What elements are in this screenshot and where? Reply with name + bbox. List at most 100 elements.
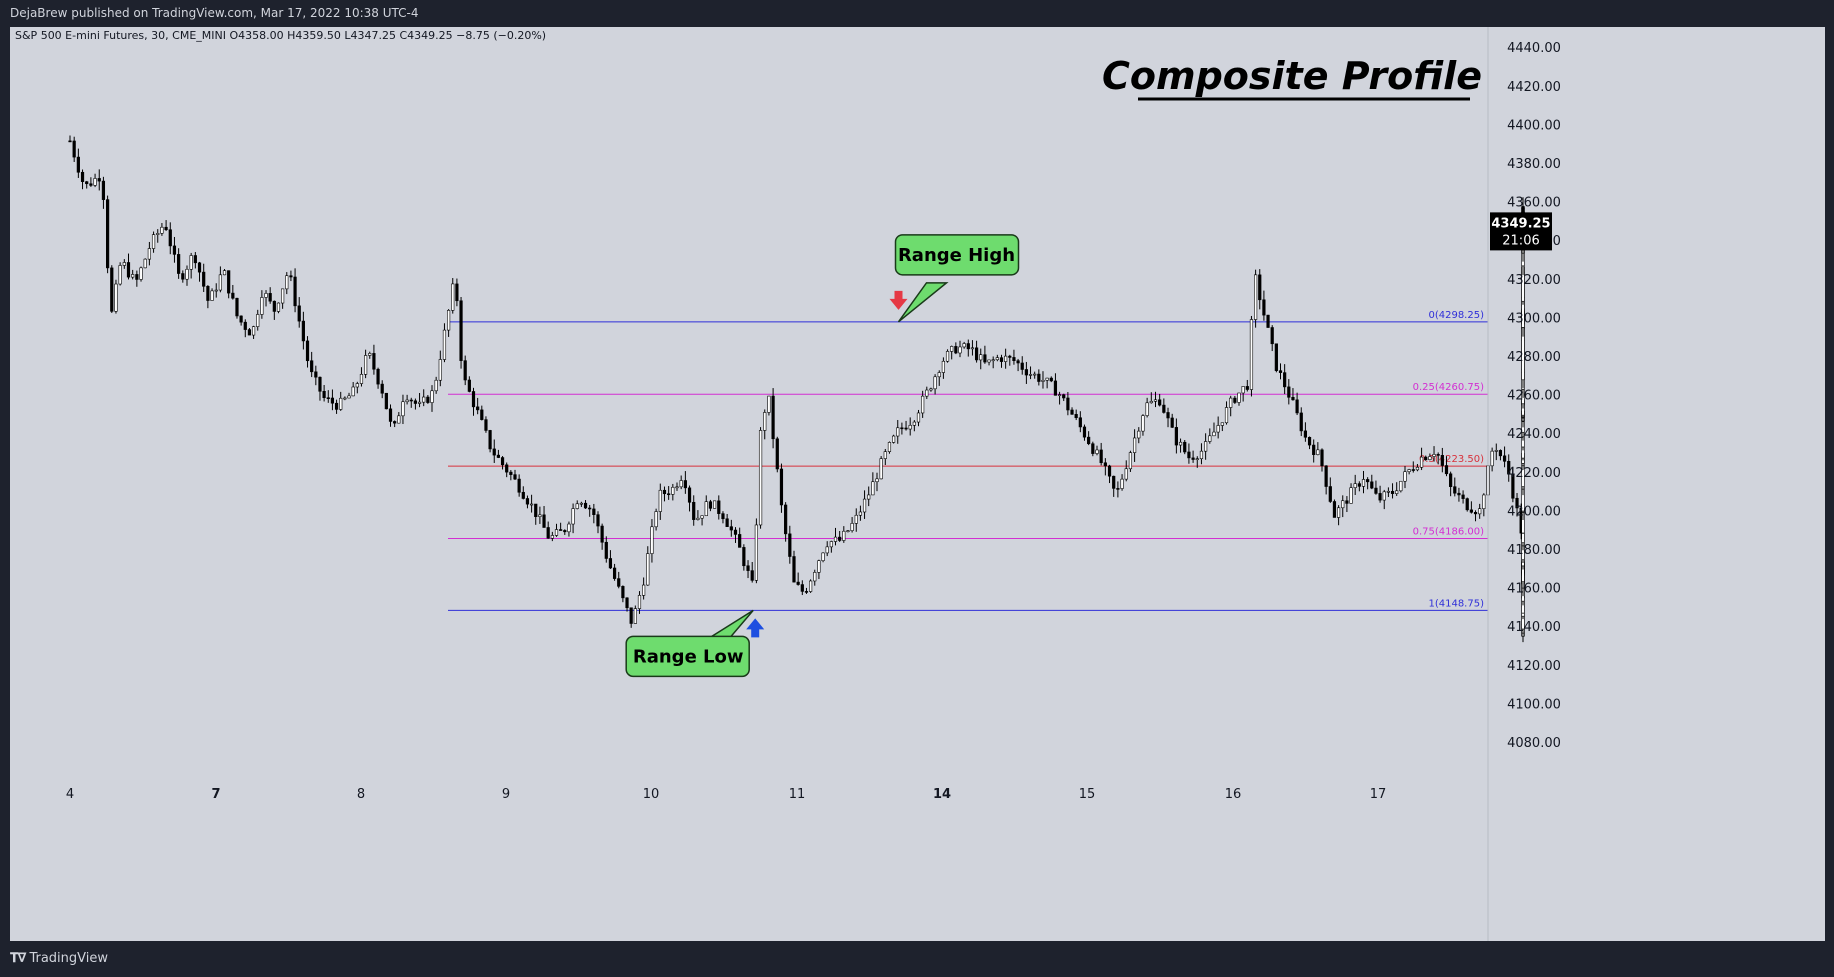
candle-body (110, 267, 114, 312)
candle-body (771, 395, 775, 440)
candle-body (68, 140, 72, 143)
footer-bar: 𝐓∇ TradingView (0, 941, 1834, 977)
candle-body (463, 360, 467, 381)
time-tick-label: 15 (1079, 787, 1096, 802)
candle-body (929, 388, 933, 391)
candle-body (334, 402, 339, 410)
candle-body (517, 478, 521, 493)
price-chart[interactable]: 0(4298.25) 0.25(4260.75) 0.5(4223.50) 0.75(… (10, 27, 1825, 941)
candle-body (1366, 479, 1370, 483)
candle-body (1320, 449, 1324, 467)
candle-body (650, 526, 654, 554)
symbol-info: S&P 500 E-mini Futures, 30, CME_MINI O43… (15, 29, 546, 42)
candle-body (1453, 486, 1457, 494)
candle-body (251, 326, 256, 336)
candle-body (1237, 392, 1241, 403)
candle-body (721, 513, 725, 520)
candle-body (114, 283, 118, 312)
candle-body (713, 500, 717, 509)
candle-body (1028, 374, 1033, 376)
candle-body (763, 412, 767, 431)
candle-body (202, 271, 206, 287)
candle-body (908, 424, 912, 430)
candle-body (700, 515, 704, 519)
chart-frame[interactable]: 0(4298.25) 0.25(4260.75) 0.5(4223.50) 0.75(… (10, 27, 1825, 941)
candle-body (708, 501, 713, 509)
candle-body (567, 523, 571, 533)
candle-body (592, 508, 596, 515)
candle-body (1374, 487, 1378, 494)
tradingview-logo[interactable]: 𝐓∇ TradingView (10, 951, 108, 966)
candle-body (118, 265, 122, 285)
candle-body (151, 234, 156, 249)
candle-body (912, 421, 916, 426)
candle-body (583, 502, 588, 509)
candle-body (1395, 490, 1399, 494)
price-axis[interactable]: 4080.00 4100.00 4120.00 4140.00 4160.00 4180.… (1487, 27, 1561, 941)
candle-body (1502, 455, 1507, 462)
price-tick-label: 4380.00 (1507, 157, 1561, 172)
candle-body (122, 262, 126, 266)
candle-body (339, 397, 343, 410)
candle-body (559, 529, 563, 531)
candle-body (612, 567, 617, 579)
candle-body (821, 552, 825, 561)
candle-body (1341, 500, 1345, 509)
price-tick-label: 4320.00 (1507, 273, 1561, 288)
candle-body (867, 494, 871, 500)
candle-body (177, 254, 181, 274)
candle-body (1444, 465, 1449, 475)
candle-body (509, 471, 513, 475)
candle-body (72, 140, 76, 158)
candle-body (496, 454, 500, 458)
candle-body (1307, 436, 1312, 446)
candle-body (347, 395, 351, 399)
candle-body (1478, 508, 1482, 515)
range-high-callout[interactable] (894, 234, 1020, 276)
candle-body (1170, 417, 1174, 428)
candle-body (804, 591, 809, 593)
candle-body (1411, 469, 1415, 471)
candle-body (164, 226, 168, 231)
candle-body (1103, 462, 1107, 467)
candle-body (476, 406, 480, 411)
candle-body (1212, 431, 1216, 437)
candle-body (933, 376, 937, 390)
candle-body (1057, 394, 1062, 396)
candle-body (1099, 449, 1103, 464)
candle-body (846, 530, 850, 532)
candle-body (139, 267, 143, 280)
candle-body (999, 357, 1004, 362)
candle-body (521, 491, 525, 499)
candle-body (455, 283, 459, 302)
range-low-callout[interactable] (625, 635, 750, 678)
candle-body (1258, 274, 1262, 301)
candle-body (796, 581, 800, 585)
candle-body (1440, 455, 1444, 466)
candle-body (106, 199, 110, 269)
time-axis[interactable]: 4 7 8 9 10 11 14 15 16 17 (66, 787, 1386, 802)
candle-body (809, 580, 813, 592)
candle-body (1053, 380, 1058, 396)
candle-body (875, 478, 879, 483)
time-tick-label: 8 (357, 787, 365, 802)
candle-body (480, 409, 484, 420)
candle-body (434, 379, 438, 392)
candle-body (1174, 427, 1178, 446)
candle-body (1199, 450, 1204, 460)
candle-body (368, 353, 372, 356)
annotations[interactable]: Range High Range Low (625, 234, 1020, 678)
price-tick-label: 4140.00 (1507, 620, 1561, 635)
candle-body (784, 504, 788, 535)
candle-body (1291, 396, 1295, 401)
candle-body (1249, 319, 1254, 390)
candle-body (1091, 443, 1095, 454)
fib-retracement[interactable]: 0(4298.25) 0.25(4260.75) 0.5(4223.50) 0.75(… (448, 310, 1488, 611)
candle-body (1033, 373, 1037, 376)
candle-body (80, 171, 85, 182)
candle-body (696, 517, 700, 520)
tradingview-logo-icon: 𝐓∇ (10, 951, 26, 966)
candle-body (1494, 450, 1498, 452)
candle-body (135, 274, 139, 280)
candle-body (206, 286, 210, 301)
